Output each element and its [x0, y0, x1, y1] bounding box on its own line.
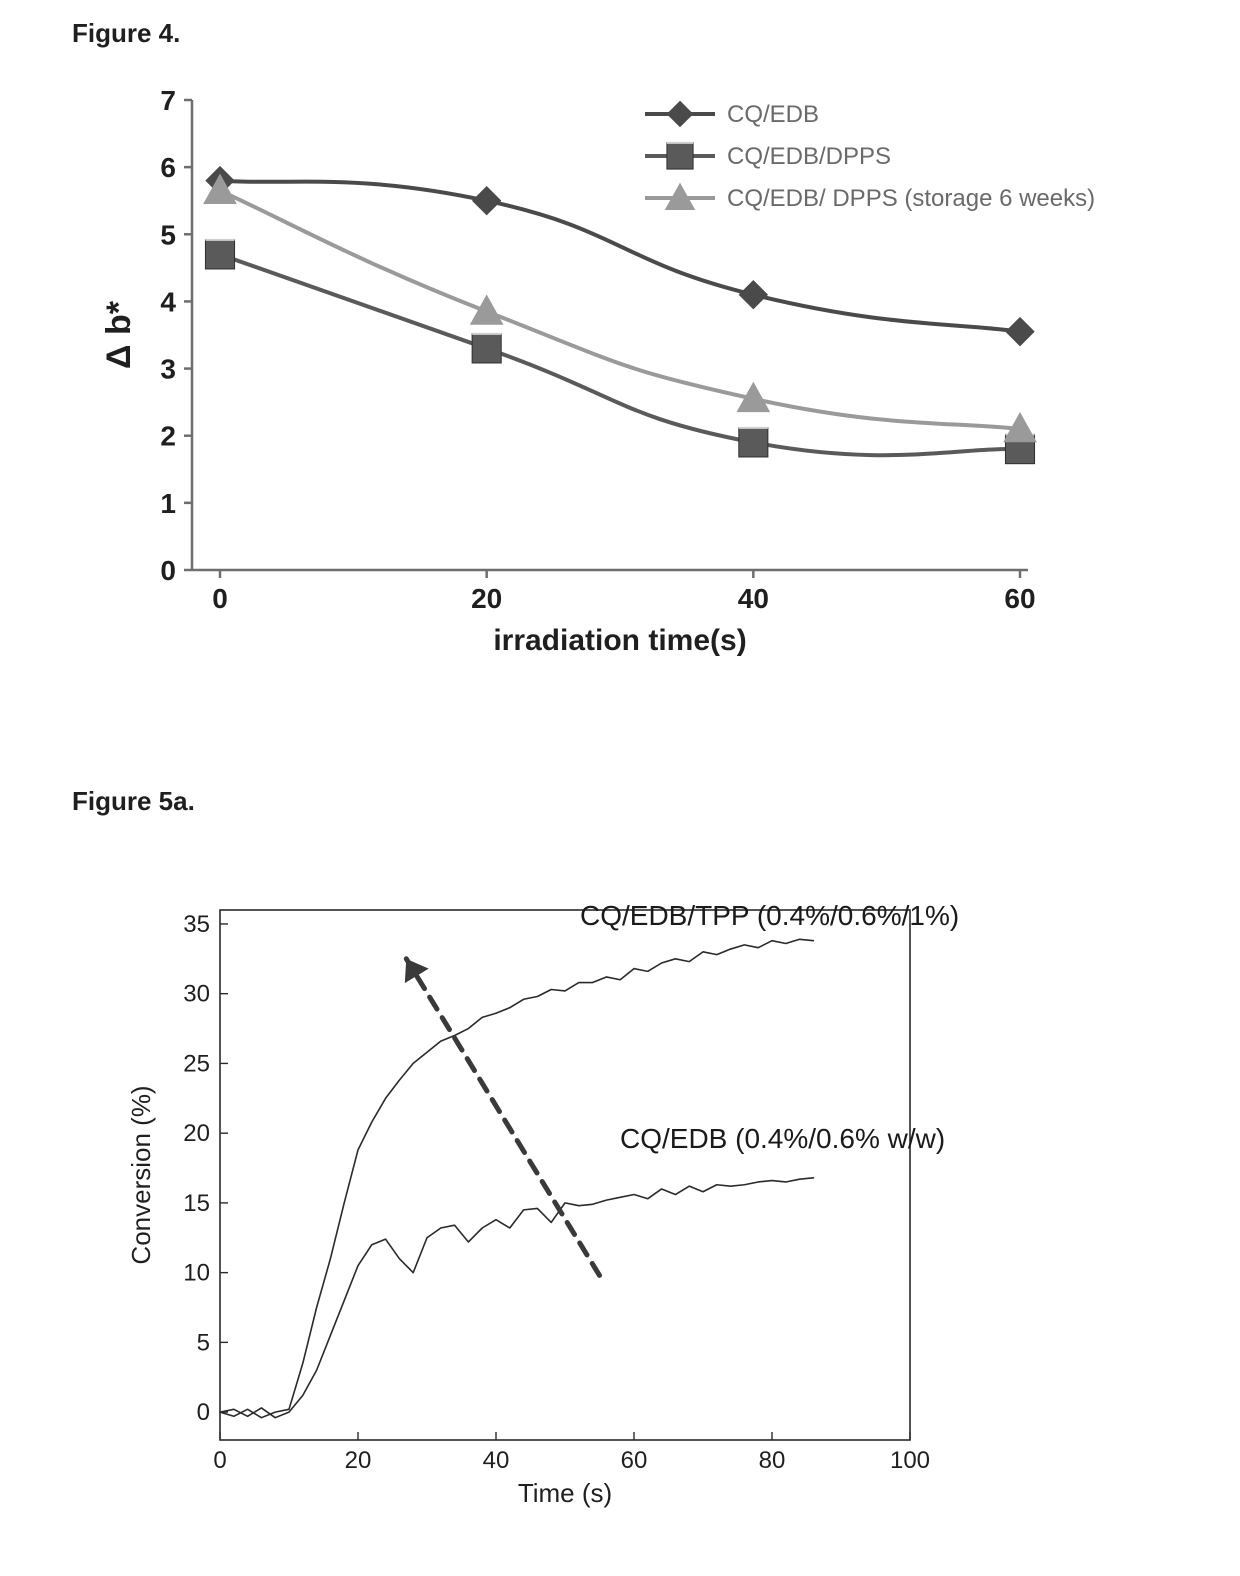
y-tick-label: 1	[160, 488, 176, 519]
y-tick-label: 30	[183, 981, 210, 1008]
x-tick-label: 20	[345, 1447, 372, 1474]
y-tick-label: 15	[183, 1190, 210, 1217]
series-line	[220, 939, 813, 1417]
y-tick-label: 7	[160, 85, 176, 116]
x-tick-label: 60	[1004, 583, 1035, 614]
x-tick-label: 0	[212, 583, 228, 614]
figure-4-title: Figure 4.	[72, 18, 180, 49]
y-tick-label: 2	[160, 421, 176, 452]
y-tick-label: 25	[183, 1050, 210, 1077]
y-tick-label: 4	[160, 286, 176, 317]
x-axis-title: irradiation time(s)	[493, 624, 746, 657]
x-tick-label: 60	[621, 1447, 648, 1474]
y-tick-label: 35	[183, 911, 210, 938]
y-tick-label: 5	[197, 1329, 210, 1356]
legend-label: CQ/EDB	[727, 101, 819, 128]
x-axis-title: Time (s)	[518, 1478, 612, 1508]
legend-label: CQ/EDB/ DPPS (storage 6 weeks)	[727, 185, 1095, 212]
x-tick-label: 80	[759, 1447, 786, 1474]
y-tick-label: 3	[160, 354, 176, 385]
series-line	[220, 254, 1020, 455]
y-tick-label: 6	[160, 152, 176, 183]
y-tick-label: 5	[160, 219, 176, 250]
plot-frame	[220, 910, 910, 1440]
y-tick-label: 10	[183, 1260, 210, 1287]
x-tick-label: 0	[213, 1447, 226, 1474]
series-annotation: CQ/EDB/TPP (0.4%/0.6%/1%)	[580, 900, 959, 931]
y-tick-label: 20	[183, 1120, 210, 1147]
y-tick-label: 0	[197, 1399, 210, 1426]
y-axis-title: Δ b*	[105, 300, 138, 369]
figure-5a-chart: 0 20 40 60 80 100 0 5 10 15 20 25 30 35 Time (s) Conver…	[80, 880, 1180, 1540]
x-tick-label: 100	[890, 1447, 930, 1474]
y-axis-title: Conversion (%)	[126, 1085, 156, 1264]
trend-arrow	[406, 959, 599, 1276]
series-line	[220, 1178, 813, 1418]
series-annotation: CQ/EDB (0.4%/0.6% w/w)	[620, 1123, 945, 1154]
legend-label: CQ/EDB/DPPS	[727, 143, 891, 170]
x-tick-label: 40	[738, 583, 769, 614]
y-tick-label: 0	[160, 555, 176, 586]
x-tick-label: 40	[483, 1447, 510, 1474]
x-tick-label: 20	[471, 583, 502, 614]
series-line	[220, 191, 1020, 429]
page: Figure 4. 0 1 2 3 4 5 6 7 0 20 40 60 irradiation tim…	[0, 0, 1240, 1576]
figure-4-chart: 0 1 2 3 4 5 6 7 0 20 40 60 irradiation time(s) Δ b* CQ…	[105, 70, 1125, 670]
figure-5a-title: Figure 5a.	[72, 786, 195, 817]
